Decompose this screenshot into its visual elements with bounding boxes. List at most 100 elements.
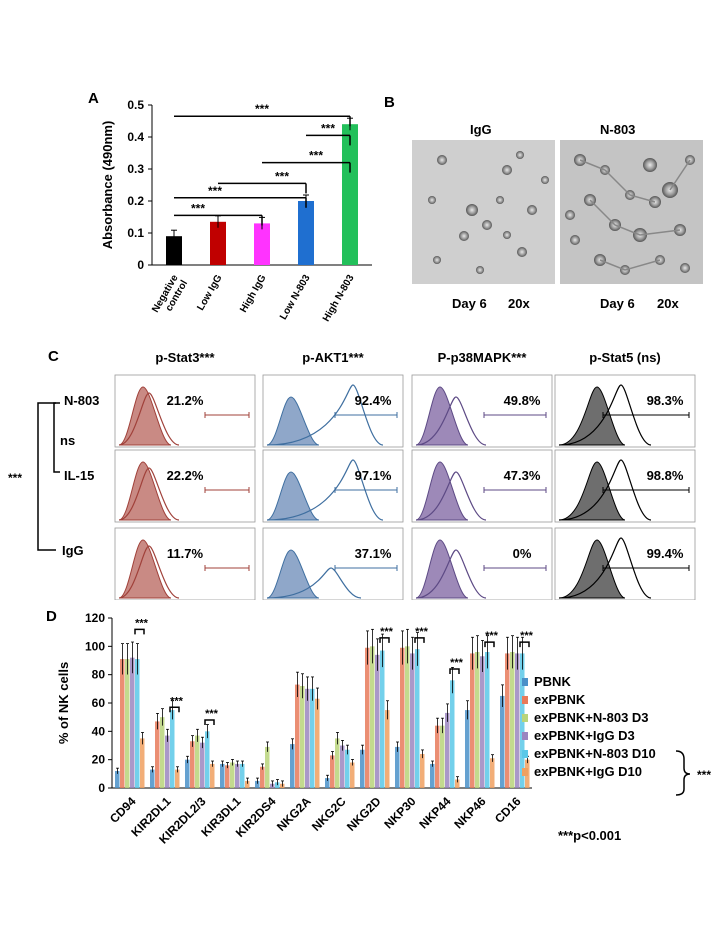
- panel-label-c: C: [48, 348, 59, 365]
- igg-caption-day: Day 6: [452, 296, 487, 311]
- legend-swatch: [522, 768, 528, 776]
- bar: [155, 721, 160, 788]
- gate-percentage: 11.7%: [167, 546, 204, 561]
- x-tick-label: CD16: [492, 794, 524, 826]
- n803-image-title: N-803: [600, 122, 636, 137]
- bar: [255, 780, 260, 788]
- bar: [340, 745, 345, 788]
- legend-label: exPBNK+IgG D3: [534, 728, 635, 743]
- bar: [515, 653, 520, 788]
- bar: [345, 749, 350, 788]
- x-tick-label: Low N-803: [278, 273, 313, 322]
- legend-label: PBNK: [534, 674, 571, 689]
- stained-histogram: [266, 459, 384, 521]
- significance-bracket: [484, 641, 495, 648]
- legend-label: exPBNK+N-803 D3: [534, 710, 649, 725]
- bar: [210, 763, 215, 788]
- bar: [175, 769, 180, 788]
- bar: [375, 654, 380, 788]
- column-title: p-AKT1***: [302, 350, 364, 365]
- significance-stars: ***: [485, 630, 499, 642]
- igg-caption-mag: 20x: [508, 296, 530, 311]
- bar: [500, 695, 505, 788]
- bar: [430, 763, 435, 788]
- bar: [465, 710, 470, 788]
- y-axis-label: % of NK cells: [56, 662, 71, 744]
- y-tick-label: 0.2: [127, 194, 144, 208]
- bar: [335, 738, 340, 788]
- legend-swatch: [522, 696, 528, 704]
- bar: [342, 124, 358, 265]
- bar: [445, 712, 450, 788]
- bar: [130, 657, 135, 788]
- legend-swatch: [522, 714, 528, 722]
- row-label: N-803: [64, 393, 99, 408]
- bar: [265, 746, 270, 788]
- bar: [480, 656, 485, 788]
- gate-percentage: 21.2%: [167, 393, 204, 408]
- bar: [510, 652, 515, 788]
- bar: [325, 778, 330, 788]
- x-tick-label: CD94: [107, 794, 139, 826]
- bar: [230, 762, 235, 788]
- bar: [410, 653, 415, 788]
- bar: [350, 762, 355, 788]
- bar: [225, 765, 230, 788]
- bar: [330, 755, 335, 788]
- igg-image-title: IgG: [470, 122, 492, 137]
- y-axis-label: Absorbance (490nm): [100, 121, 115, 250]
- absorbance-bar-chart: 0 0.1 0.2 0.3 0.4 0.5 Absorbance (490nm) Negati…: [100, 98, 372, 324]
- stained-histogram: [415, 471, 487, 521]
- bar: [120, 659, 125, 788]
- gate-percentage: 99.4%: [647, 546, 684, 561]
- n803-caption-mag: 20x: [657, 296, 679, 311]
- bar: [365, 647, 370, 788]
- igg-micrograph: [412, 140, 555, 284]
- significance-stars: ***: [321, 121, 335, 135]
- isotype-histogram: [266, 396, 320, 446]
- bar: [298, 201, 314, 265]
- x-tick-label: Low IgG: [195, 273, 224, 313]
- bar: [210, 221, 226, 265]
- bar: [400, 647, 405, 788]
- significance-stars: ***: [415, 626, 429, 638]
- bar: [205, 731, 210, 788]
- legend-swatch: [522, 678, 528, 686]
- legend-label: exPBNK: [534, 692, 586, 707]
- bar: [455, 779, 460, 788]
- isotype-histogram: [558, 386, 626, 446]
- bar: [485, 652, 490, 788]
- significance-bracket: [134, 628, 145, 635]
- y-tick-label: 20: [92, 753, 106, 767]
- isotype-histogram: [558, 461, 626, 521]
- significance-stars: ***: [135, 617, 149, 629]
- isotype-histogram: [558, 539, 626, 599]
- bar: [360, 749, 365, 788]
- bar: [370, 646, 375, 788]
- sig-label: ***: [8, 471, 22, 485]
- x-tick-label: NKP46: [451, 794, 488, 831]
- panel-label-d: D: [46, 608, 57, 625]
- gate-percentage: 37.1%: [355, 546, 392, 561]
- isotype-histogram: [415, 539, 469, 599]
- ns-bracket: [53, 402, 60, 473]
- bar: [415, 649, 420, 788]
- flow-cytometry-histogram-grid: p-Stat3*** 21.2% 22.2% 11.7% p-AKT1*** 92.4% 9…: [8, 350, 696, 600]
- bar: [300, 686, 305, 788]
- bar: [160, 717, 165, 788]
- bar: [450, 680, 455, 788]
- panel-label-a: A: [88, 90, 99, 107]
- isotype-histogram: [266, 549, 320, 599]
- significance-stars: ***: [520, 630, 534, 642]
- bar: [165, 735, 170, 788]
- bar: [475, 652, 480, 788]
- significance-stars: ***: [191, 201, 205, 215]
- bar: [185, 759, 190, 788]
- bar: [115, 771, 120, 788]
- significance-bracket: [519, 641, 530, 648]
- isotype-histogram: [266, 471, 320, 521]
- significance-bracket: [379, 637, 390, 643]
- x-tick-label: NKG2A: [274, 794, 314, 834]
- stained-histogram: [118, 545, 180, 599]
- stained-histogram: [118, 392, 180, 446]
